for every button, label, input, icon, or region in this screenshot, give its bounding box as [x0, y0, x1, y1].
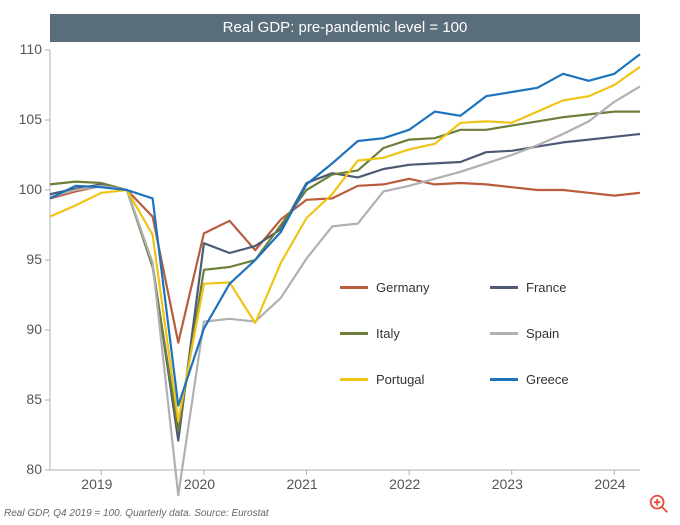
legend-item-portugal: Portugal	[340, 372, 424, 387]
legend-swatch	[340, 378, 368, 381]
zoom-in-icon[interactable]	[648, 493, 670, 515]
footnote: Real GDP, Q4 2019 = 100. Quarterly data.…	[4, 508, 269, 519]
x-tick-label: 2019	[81, 476, 112, 492]
legend-item-greece: Greece	[490, 372, 569, 387]
legend-item-germany: Germany	[340, 280, 429, 295]
legend-item-italy: Italy	[340, 326, 400, 341]
legend-label: Greece	[526, 372, 569, 387]
chart-container: Real GDP: pre-pandemic level = 100 80859…	[0, 0, 680, 525]
x-tick-label: 2020	[184, 476, 215, 492]
legend-label: Germany	[376, 280, 429, 295]
y-tick-label: 90	[12, 321, 42, 337]
y-tick-label: 80	[12, 461, 42, 477]
x-tick-label: 2021	[287, 476, 318, 492]
legend-swatch	[340, 286, 368, 289]
series-germany	[50, 179, 640, 343]
legend-swatch	[490, 286, 518, 289]
legend-item-spain: Spain	[490, 326, 559, 341]
x-tick-label: 2023	[492, 476, 523, 492]
chart-svg	[0, 0, 680, 525]
y-tick-label: 95	[12, 251, 42, 267]
y-tick-label: 100	[12, 181, 42, 197]
y-tick-label: 105	[12, 111, 42, 127]
x-tick-label: 2022	[389, 476, 420, 492]
legend-label: France	[526, 280, 566, 295]
legend-label: Portugal	[376, 372, 424, 387]
legend-label: Italy	[376, 326, 400, 341]
y-tick-label: 85	[12, 391, 42, 407]
series-greece	[50, 54, 640, 405]
x-tick-label: 2024	[594, 476, 625, 492]
legend-swatch	[490, 332, 518, 335]
legend-label: Spain	[526, 326, 559, 341]
legend-swatch	[340, 332, 368, 335]
legend-swatch	[490, 378, 518, 381]
y-tick-label: 110	[12, 41, 42, 57]
legend-item-france: France	[490, 280, 566, 295]
